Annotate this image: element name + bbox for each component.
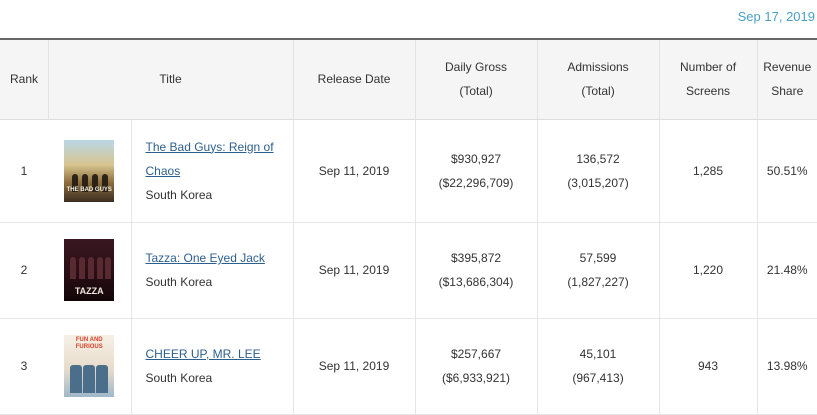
daily-gross-cell: $930,927 ($22,296,709) — [414, 119, 538, 223]
release-date-cell: Sep 11, 2019 — [292, 119, 416, 223]
header-admissions[interactable]: Admissions (Total) — [536, 38, 660, 120]
movie-country: South Korea — [145, 275, 213, 289]
header-title[interactable]: Title — [47, 38, 294, 120]
header-daily-gross[interactable]: Daily Gross (Total) — [414, 38, 538, 120]
release-date-cell: Sep 11, 2019 — [292, 222, 416, 319]
screens-cell: 1,220 — [658, 222, 758, 319]
revenue-share-cell: 50.51% — [756, 119, 817, 223]
report-date: Sep 17, 2019 — [737, 9, 815, 24]
screens-cell: 943 — [658, 318, 758, 415]
header-screens[interactable]: Number of Screens — [658, 38, 758, 120]
rank-cell: 1 — [0, 119, 48, 223]
release-date-cell: Sep 11, 2019 — [292, 318, 416, 415]
table-header-row: Rank Title Release Date Daily Gross (Tot… — [0, 38, 817, 120]
revenue-share-cell: 13.98% — [756, 318, 817, 415]
admissions-cell: 136,572 (3,015,207) — [536, 119, 660, 223]
movie-title-link[interactable]: CHEER UP, MR. LEE — [145, 347, 261, 361]
table-row: 2 TAZZA Tazza: One Eyed Jack South Korea… — [0, 222, 817, 319]
box-office-table: Rank Title Release Date Daily Gross (Tot… — [0, 38, 817, 415]
header-rank[interactable]: Rank — [0, 38, 48, 120]
movie-poster-image[interactable]: TAZZA — [64, 239, 115, 301]
admissions-cell: 45,101 (967,413) — [536, 318, 660, 415]
table-row: 3 FUN AND FURIOUS CHEER UP, MR. LEE Sout… — [0, 318, 817, 415]
movie-country: South Korea — [145, 187, 213, 202]
daily-gross-cell: $395,872 ($13,686,304) — [414, 222, 538, 319]
admissions-cell: 57,599 (1,827,227) — [536, 222, 660, 319]
table-row: 1 THE BAD GUYS The Bad Guys: Reign of Cha… — [0, 119, 817, 223]
header-release-date[interactable]: Release Date — [292, 38, 416, 120]
screens-cell: 1,285 — [658, 119, 758, 223]
rank-cell: 2 — [0, 222, 48, 319]
revenue-share-cell: 21.48% — [756, 222, 817, 319]
movie-poster-image[interactable]: FUN AND FURIOUS — [64, 335, 115, 397]
movie-title-link[interactable]: The Bad Guys: Reign of Chaos — [145, 139, 274, 178]
rank-cell: 3 — [0, 318, 48, 415]
movie-country: South Korea — [145, 371, 213, 385]
movie-poster-image[interactable]: THE BAD GUYS — [64, 139, 115, 202]
movie-title-link[interactable]: Tazza: One Eyed Jack — [145, 251, 265, 265]
header-revenue-share[interactable]: Revenue Share — [756, 38, 817, 120]
daily-gross-cell: $257,667 ($6,933,921) — [414, 318, 538, 415]
